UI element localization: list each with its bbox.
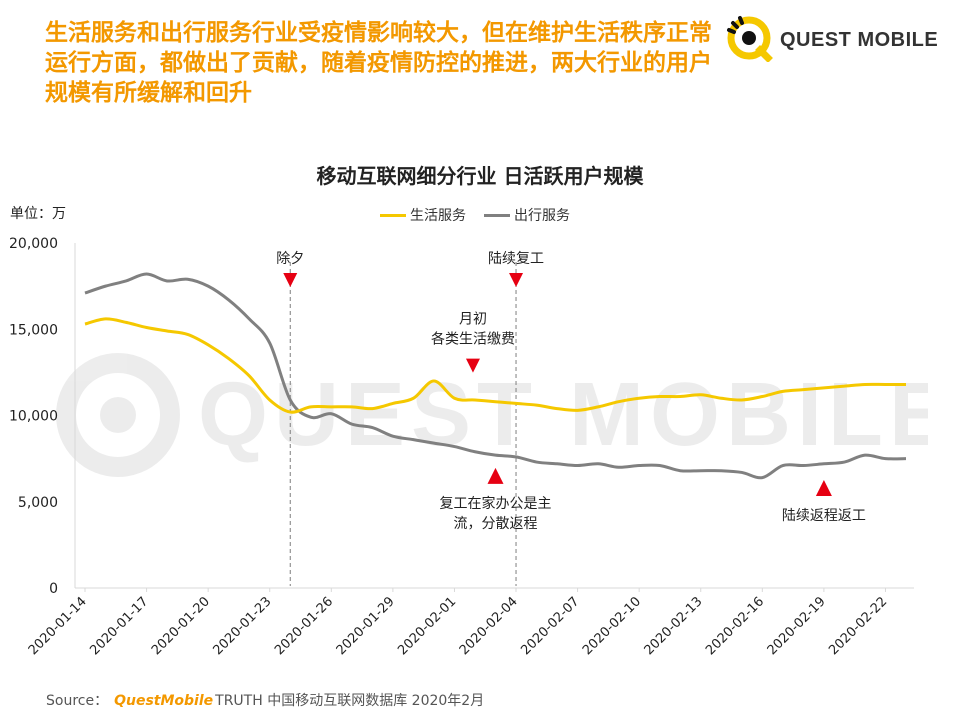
source-prefix: Source： [46,693,109,709]
x-tick-label: 2020-01-20 [149,594,213,658]
annotation-label: 月初 [459,311,487,328]
x-tick-label: 2020-01-14 [26,594,90,658]
legend-swatch-travel-service [484,213,510,217]
source-rest: TRUTH 中国移动互联网数据库 2020年2月 [215,693,485,709]
marker-2020-02-19 [815,479,832,496]
x-tick-label: 2020-02-22 [826,594,890,658]
y-tick-label: 15,000 [9,322,58,338]
legend-item-life-service: 生活服务 [380,205,466,225]
x-tick-label: 2020-02-10 [580,594,644,658]
marker-2020-02-02 [465,358,480,373]
y-tick-label: 20,000 [9,236,58,252]
annotation-label: 陆续返程返工 [782,507,866,524]
unit-label: 单位：万 [10,206,66,222]
source-note: Source： QuestMobile TRUTH 中国移动互联网数据库 2020年… [46,690,484,710]
x-tick-label: 2020-02-07 [518,594,582,658]
x-tick-label: 2020-01-29 [334,594,398,658]
annotation-label: 除夕 [276,251,304,267]
logo-text: QUEST MOBILE [780,29,939,51]
legend: 生活服务 出行服务 [380,205,588,225]
x-tick-label: 2020-02-01 [395,594,459,658]
x-tick-label: 2020-01-17 [87,594,151,658]
x-tick-label: 2020-01-23 [211,594,275,658]
questmobile-logo-icon [727,16,773,63]
x-tick-label: 2020-02-04 [457,594,521,658]
annotation-label: 流，分散返程 [454,516,538,532]
legend-label-travel-service: 出行服务 [514,208,570,224]
legend-swatch-life-service [380,213,406,217]
x-tick-label: 2020-02-16 [703,594,767,658]
source-brand: QuestMobile [114,693,214,709]
annotation-label: 复工在家办公是主 [440,495,552,512]
x-tick-label: 2020-02-19 [765,594,829,658]
legend-item-travel-service: 出行服务 [484,205,570,225]
y-tick-label: 0 [49,581,58,597]
marker-2020-02-04 [509,273,524,287]
y-tick-label: 5,000 [18,495,58,511]
x-tick-label: 2020-01-26 [272,594,336,658]
annotation-label: 陆续复工 [488,250,544,267]
marker-2020-01-24 [283,273,298,287]
series-line-travel-service [84,272,907,480]
legend-label-life-service: 生活服务 [410,208,466,224]
marker-2020-02-03 [487,467,504,484]
annotation-label: 各类生活缴费 [431,332,515,348]
questmobile-logo: QUEST MOBILE [724,12,938,63]
x-tick-label: 2020-02-13 [642,594,706,658]
chart-title: 移动互联网细分行业 日活跃用户规模 [316,164,644,188]
headline: 生活服务和出行服务行业受疫情影响较大，但在维护生活秩序正常运行方面，都做出了贡献… [45,20,712,106]
y-tick-label: 10,000 [9,409,58,425]
